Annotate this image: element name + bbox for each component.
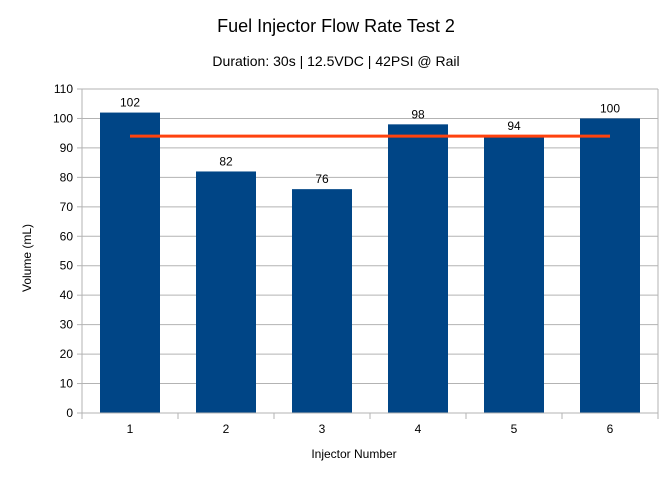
y-tick-label: 70 — [60, 200, 74, 214]
x-tick-label: 4 — [415, 422, 422, 436]
bar-injector-3 — [292, 189, 352, 413]
y-tick-label: 100 — [53, 111, 73, 125]
y-tick-label: 0 — [66, 406, 73, 420]
data-label: 100 — [600, 101, 620, 115]
data-label: 98 — [411, 107, 425, 121]
chart-title: Fuel Injector Flow Rate Test 2 — [217, 16, 455, 36]
data-label: 102 — [120, 96, 140, 110]
bar-injector-2 — [196, 171, 256, 413]
y-tick-label: 10 — [60, 377, 74, 391]
bar-injector-4 — [388, 124, 448, 413]
gridlines — [82, 88, 658, 414]
y-tick-label: 80 — [60, 170, 74, 184]
axes: 0 10 20 30 40 50 60 70 80 90 100 110 1 2 3 4 5 6 — [53, 82, 659, 436]
bar-injector-6 — [580, 118, 640, 414]
x-tick-label: 1 — [127, 422, 134, 436]
y-axis-label: Volume (mL) — [20, 224, 34, 292]
bar-injector-1 — [100, 112, 160, 414]
x-tick-label: 6 — [607, 422, 614, 436]
x-tick-label: 5 — [511, 422, 518, 436]
y-tick-label: 50 — [60, 259, 74, 273]
data-label: 82 — [219, 154, 233, 168]
bar-injector-5 — [484, 136, 544, 414]
chart-subtitle: Duration: 30s | 12.5VDC | 42PSI @ Rail — [212, 53, 459, 69]
x-tick-label: 3 — [319, 422, 326, 436]
data-label: 94 — [507, 119, 521, 133]
y-tick-label: 90 — [60, 141, 74, 155]
y-tick-label: 60 — [60, 229, 74, 243]
y-tick-label: 30 — [60, 318, 74, 332]
y-tick-label: 110 — [54, 82, 73, 96]
y-tick-label: 20 — [60, 347, 74, 361]
data-labels: 102 82 76 98 94 100 — [120, 96, 620, 187]
y-tick-label: 40 — [60, 288, 74, 302]
bars — [100, 112, 640, 414]
data-label: 76 — [315, 172, 329, 186]
x-tick-label: 2 — [223, 422, 230, 436]
x-axis-label: Injector Number — [311, 447, 396, 461]
